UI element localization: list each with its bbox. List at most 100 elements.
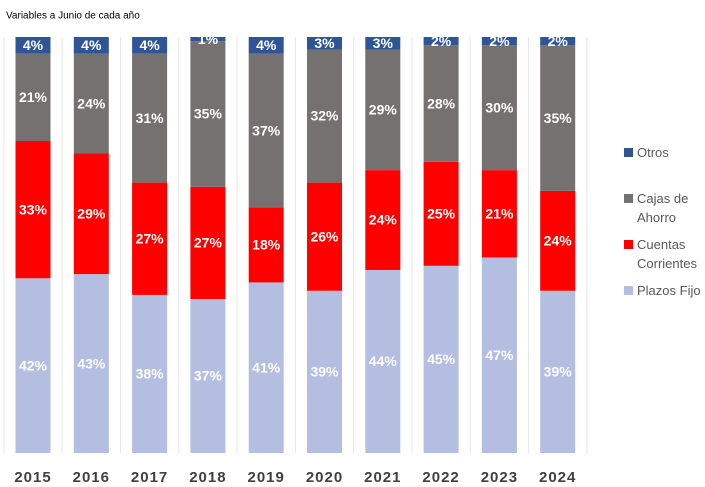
bar-segment [132,37,168,54]
x-tick-label: 2022 [422,469,459,486]
bar-segment [248,207,284,283]
bar-segment [190,37,226,42]
data-label: 43% [77,355,106,371]
bar-segment [307,37,342,50]
bar-segment [190,299,226,453]
data-label: 37% [252,122,281,138]
data-label: 35% [194,106,223,122]
bar-segment [423,265,459,453]
data-label: 45% [427,351,456,367]
bar-segment [423,161,459,266]
data-label: 21% [19,89,48,105]
data-label: 21% [485,206,514,222]
data-label: 4% [81,37,102,53]
bar-segment [307,182,342,291]
data-label: 2% [431,33,452,49]
x-tick-label: 2018 [189,469,226,486]
chart-title: Variables a Junio de cada año [6,11,140,22]
bar-segment [73,53,109,154]
legend-label: Cuentas Corrientes [637,237,697,271]
data-label: 2% [489,33,510,49]
data-label: 41% [252,359,281,375]
data-label: 18% [252,237,281,253]
bar-segment [190,186,226,300]
data-label: 3% [314,35,335,51]
data-label: 27% [136,230,165,246]
bar-segment [540,290,576,453]
legend-swatch [624,286,633,295]
legend-swatch [624,148,633,157]
legend-label: Plazos Fijo [637,283,701,298]
data-label: 24% [77,95,106,111]
bar-segment [540,190,576,291]
bar-segment [365,269,401,453]
x-tick-label: 2016 [73,469,110,486]
bar-segment [481,37,517,46]
data-label: 32% [310,108,339,124]
data-label: 4% [139,37,160,53]
bar-segment [15,278,51,453]
data-label: 33% [19,201,48,217]
x-tick-label: 2021 [364,469,401,486]
bar-segment [190,41,226,187]
data-label: 3% [373,35,394,51]
x-tick-label: 2019 [248,469,285,486]
bar-segment [15,53,51,141]
legend-item: Plazos Fijo [624,281,704,300]
bar-segment [423,37,459,46]
data-label: 4% [23,37,44,53]
data-label: 25% [427,206,456,222]
x-tick-label: 2015 [14,469,51,486]
legend-item: Otros [624,143,704,162]
legend-swatch [624,194,633,203]
data-label: 42% [19,357,48,373]
data-label: 1% [198,31,219,47]
data-label: 4% [256,37,277,53]
legend-label: Otros [637,145,669,160]
bar-segment [481,257,517,453]
data-label: 24% [369,212,398,228]
data-label: 30% [485,99,514,115]
data-label: 26% [310,228,339,244]
bar-segment [73,153,109,275]
bar-segment [307,49,342,183]
data-label: 24% [544,233,573,249]
bar-segment [15,37,51,54]
legend-item: Cajas de Ahorro [624,189,704,227]
data-label: 28% [427,95,456,111]
data-label: 35% [544,110,573,126]
x-tick-label: 2020 [306,469,343,486]
bar-segment [540,37,576,46]
bar-segment [365,37,401,50]
bar-segment [132,53,168,183]
legend-swatch [624,240,633,249]
bar-segment [15,141,51,279]
data-label: 27% [194,235,223,251]
data-label: 31% [136,110,165,126]
data-label: 39% [310,364,339,380]
data-label: 2% [548,33,569,49]
bar-segment [481,45,517,171]
data-label: 37% [194,368,223,384]
bar-segment [248,53,284,208]
x-tick-label: 2024 [539,469,576,486]
data-label: 47% [485,347,514,363]
data-label: 44% [369,353,398,369]
bar-segment [481,170,517,258]
bar-segment [307,290,342,453]
bar-segment [73,274,109,453]
bar-segment [365,170,401,270]
bar-segment [423,45,459,162]
x-tick-label: 2023 [481,469,518,486]
data-label: 39% [544,364,573,380]
bar-segment [248,37,284,54]
bar-segment [248,282,284,453]
x-tick-label: 2017 [131,469,168,486]
data-label: 38% [136,366,165,382]
bar-segment [365,49,401,171]
data-label: 29% [77,206,106,222]
bar-segment [73,37,109,54]
bar-segment [540,45,576,191]
